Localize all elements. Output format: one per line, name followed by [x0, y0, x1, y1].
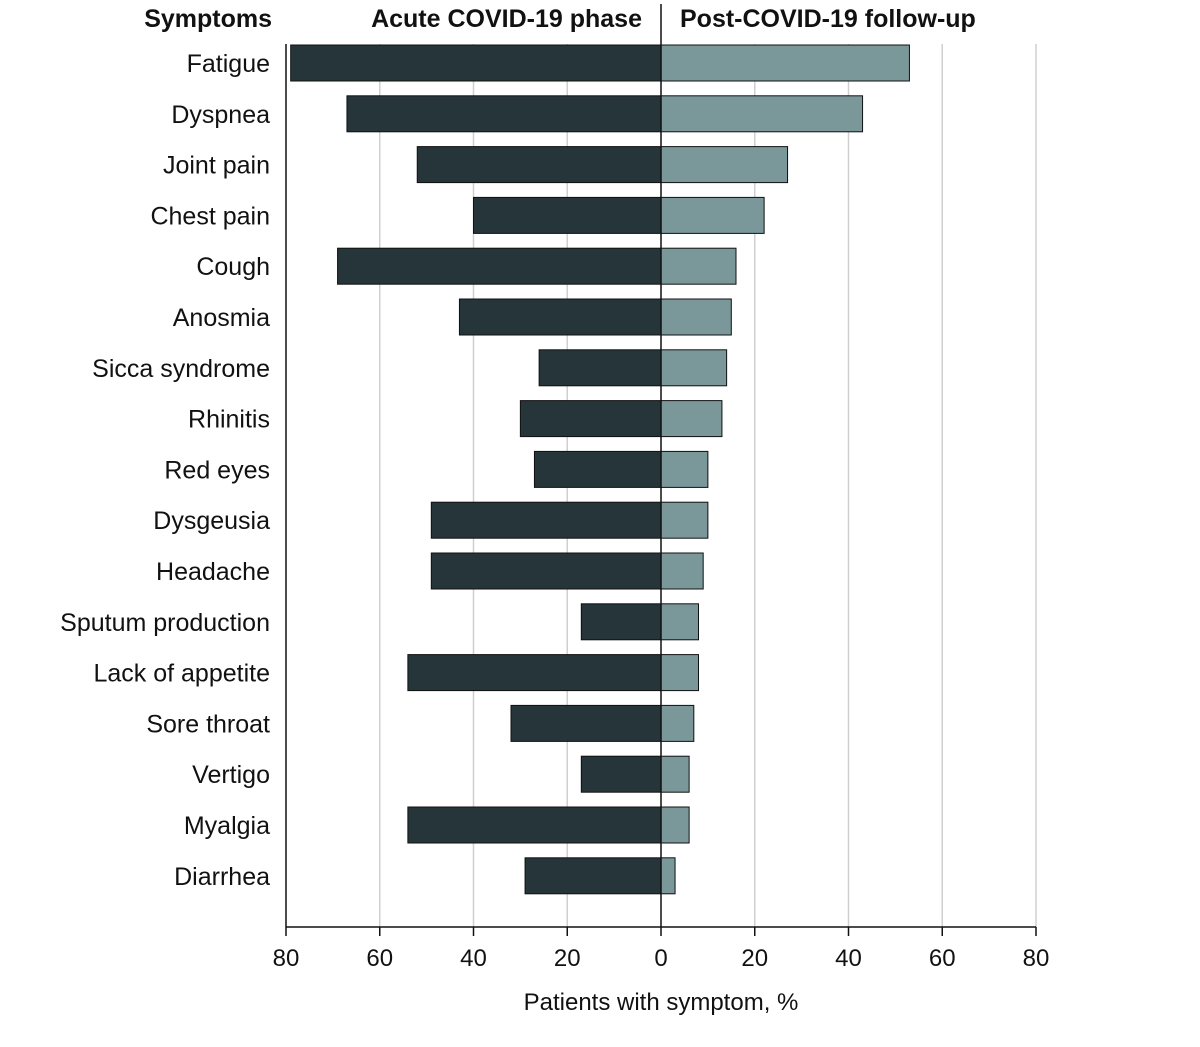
category-label: Anosmia: [173, 304, 270, 332]
bar-acute: [290, 44, 662, 82]
category-label: Myalgia: [184, 812, 270, 840]
bar-followup: [660, 603, 699, 641]
category-label: Sore throat: [146, 710, 270, 738]
category-header: Symptoms: [144, 5, 272, 33]
bar-followup: [660, 247, 737, 285]
bar-followup: [660, 196, 765, 234]
category-label: Red eyes: [164, 456, 270, 484]
bar-acute: [346, 95, 662, 133]
category-label: Lack of appetite: [93, 660, 270, 688]
bar-acute: [519, 400, 662, 438]
tick-label: 60: [366, 945, 393, 972]
category-label: Diarrhea: [174, 863, 270, 891]
x-axis-label: Patients with symptom, %: [524, 989, 799, 1016]
bar-followup: [660, 654, 699, 692]
tick-label: 20: [554, 945, 581, 972]
x-axis-ticks: 80 60 40 20 0 20 40 60 80: [273, 927, 1050, 972]
bar-acute: [533, 450, 662, 488]
category-label: Dyspnea: [171, 101, 270, 129]
tick-label: 40: [460, 945, 487, 972]
tick-label: 80: [1023, 945, 1050, 972]
bar-followup: [660, 450, 709, 488]
category-labels: Fatigue Dyspnea Joint pain Chest pain Cough A…: [60, 50, 270, 891]
bar-acute: [407, 806, 662, 844]
bar-followup: [660, 146, 789, 184]
bar-acute: [430, 552, 662, 590]
tick-label: 0: [654, 945, 667, 972]
bar-acute: [580, 755, 662, 793]
bar-acute: [458, 298, 662, 336]
bar-followup: [660, 704, 695, 742]
bar-followup: [660, 298, 732, 336]
bar-followup: [660, 806, 690, 844]
legend-followup-header: Post-COVID-19 follow-up: [680, 5, 976, 33]
bar-acute: [407, 654, 662, 692]
bar-followup: [660, 95, 864, 133]
follow-up-bars: [660, 44, 910, 895]
bar-followup: [660, 755, 690, 793]
bar-followup: [660, 857, 676, 895]
bar-acute: [416, 146, 662, 184]
acute-phase-bars: [290, 44, 662, 895]
tick-label: 20: [741, 945, 768, 972]
category-label: Joint pain: [163, 152, 270, 180]
legend-acute-header: Acute COVID-19 phase: [371, 5, 642, 33]
bar-followup: [660, 44, 910, 82]
bar-followup: [660, 400, 723, 438]
category-label: Headache: [156, 558, 270, 586]
tick-label: 80: [273, 945, 300, 972]
bar-followup: [660, 349, 728, 387]
category-label: Rhinitis: [188, 406, 270, 434]
category-label: Chest pain: [150, 202, 270, 230]
tick-label: 40: [835, 945, 862, 972]
category-label: Dysgeusia: [153, 507, 270, 535]
bar-acute: [337, 247, 662, 285]
category-label: Vertigo: [192, 761, 270, 789]
category-label: Cough: [196, 253, 270, 281]
bar-followup: [660, 501, 709, 539]
bar-acute: [510, 704, 662, 742]
bar-acute: [524, 857, 662, 895]
category-label: Sputum production: [60, 609, 270, 637]
tick-label: 60: [929, 945, 956, 972]
category-label: Fatigue: [187, 50, 270, 78]
bar-followup: [660, 552, 704, 590]
bar-acute: [538, 349, 662, 387]
bar-acute: [473, 196, 662, 234]
bar-acute: [430, 501, 662, 539]
bar-acute: [580, 603, 662, 641]
category-label: Sicca syndrome: [92, 355, 270, 383]
